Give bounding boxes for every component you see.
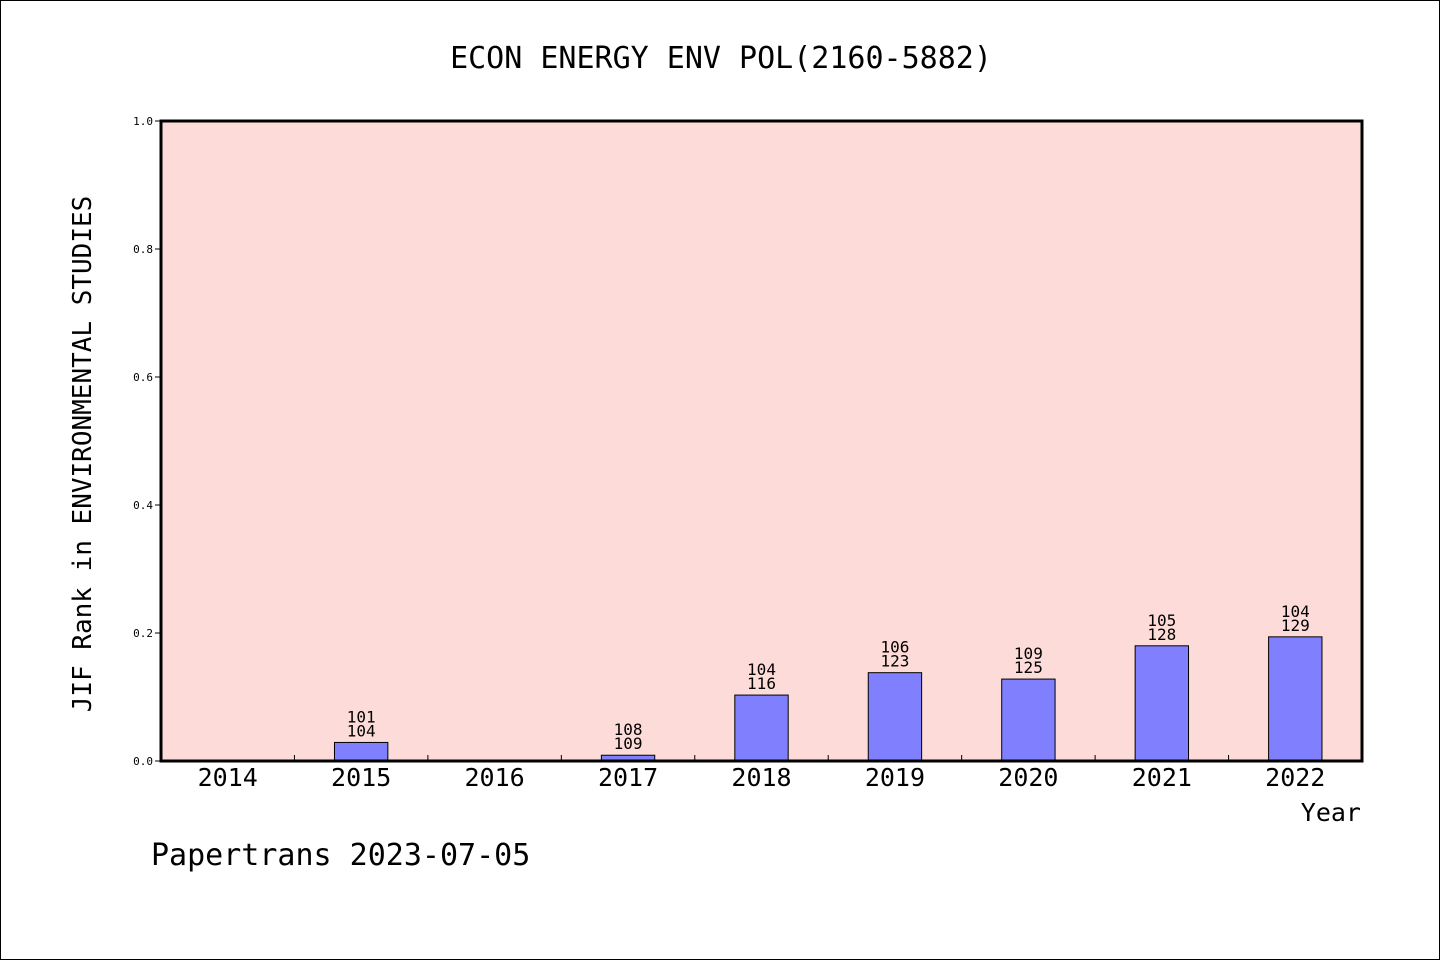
x-tick-label: 2019 xyxy=(865,763,925,792)
bar-rank-label: 105 xyxy=(1147,611,1176,630)
bar-total-label: 116 xyxy=(747,674,776,693)
x-tick-label: 2022 xyxy=(1265,763,1325,792)
bar-total-label: 104 xyxy=(347,721,376,740)
bar-rank-label: 101 xyxy=(347,707,376,726)
bar-2021 xyxy=(1134,645,1190,762)
bar-2018 xyxy=(734,694,789,762)
x-tick-label: 2016 xyxy=(465,763,525,792)
bar-total-label: 123 xyxy=(880,652,909,671)
bar-2020 xyxy=(1001,678,1056,762)
bar-rank-label: 104 xyxy=(1281,602,1310,621)
bar-2022 xyxy=(1268,636,1323,762)
y-tick-label: 1.0 xyxy=(133,115,153,128)
bar-rank-label: 108 xyxy=(614,720,643,739)
bar-2019 xyxy=(867,672,923,762)
plot-border xyxy=(159,119,1364,763)
bar-total-label: 109 xyxy=(614,734,643,753)
y-tick-label: 0.4 xyxy=(133,499,153,512)
y-tick-label: 0.2 xyxy=(133,627,153,640)
x-tick-label: 2014 xyxy=(198,763,258,792)
x-tick-label: 2020 xyxy=(998,763,1058,792)
bar-rank-label: 106 xyxy=(880,638,909,657)
y-axis: 0.0 0.2 0.4 0.6 0.8 1.0 xyxy=(133,115,161,768)
bar-rank-label: 104 xyxy=(747,660,776,679)
y-axis-label: JIF Rank in ENVIRONMENTAL STUDIES xyxy=(68,196,98,713)
x-tick-label: 2015 xyxy=(331,763,391,792)
x-tick-label: 2021 xyxy=(1132,763,1192,792)
bar-2015 xyxy=(333,741,389,762)
bar-total-label: 129 xyxy=(1281,616,1310,635)
footer-credit: Papertrans 2023-07-05 xyxy=(151,838,530,873)
x-axis-label: Year xyxy=(1301,798,1361,827)
bar-total-label: 128 xyxy=(1147,625,1176,644)
x-tick-label: 2018 xyxy=(731,763,791,792)
x-axis: 2014 2015 2016 2017 2018 2019 2020 2021 2022 xyxy=(198,755,1325,792)
y-tick-label: 0.8 xyxy=(133,243,153,256)
y-tick-label: 0.0 xyxy=(133,755,153,768)
bar-rank-label: 109 xyxy=(1014,644,1043,663)
y-tick-label: 0.6 xyxy=(133,371,153,384)
chart-title: ECON ENERGY ENV POL(2160-5882) xyxy=(450,41,992,76)
bars xyxy=(333,636,1323,762)
bar-total-label: 125 xyxy=(1014,658,1043,677)
x-tick-label: 2017 xyxy=(598,763,658,792)
